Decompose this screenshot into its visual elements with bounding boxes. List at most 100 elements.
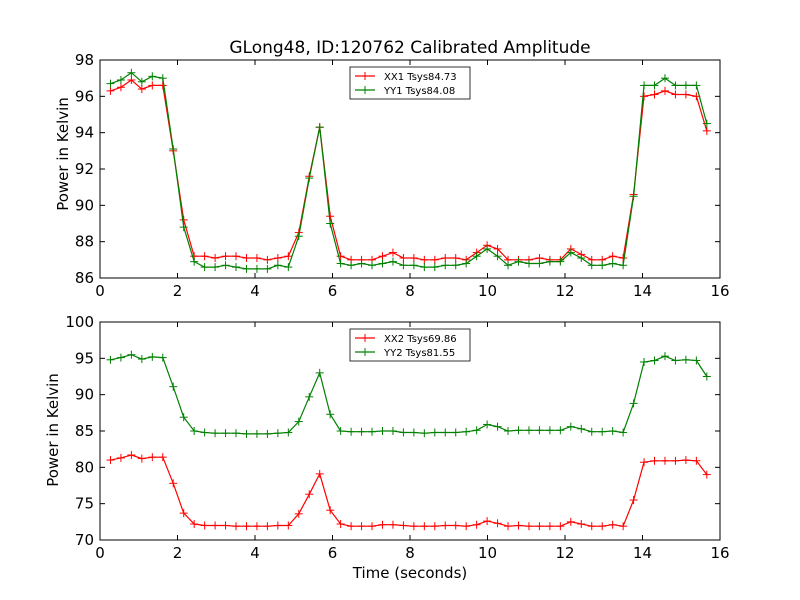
x-tick-label: 8 (405, 282, 415, 300)
data-point (619, 428, 628, 437)
data-point (556, 522, 565, 531)
data-point (587, 427, 596, 436)
data-point (671, 81, 680, 90)
data-point (619, 261, 628, 270)
data-point (305, 490, 314, 499)
data-point (451, 261, 460, 270)
data-point (179, 215, 188, 224)
data-point (326, 506, 335, 515)
data-point (232, 263, 241, 272)
data-point (336, 252, 345, 261)
y-tick-label: 88 (75, 233, 94, 251)
data-point (179, 413, 188, 422)
data-point (242, 254, 251, 263)
data-point (462, 427, 471, 436)
data-point (211, 254, 220, 263)
data-point (284, 263, 293, 272)
y-tick-label: 80 (75, 458, 94, 476)
data-point (640, 81, 649, 90)
x-tick-label: 2 (173, 544, 183, 562)
data-point (409, 522, 418, 531)
data-point (242, 264, 251, 273)
data-point (420, 429, 429, 438)
data-point (200, 252, 209, 261)
data-point (106, 355, 115, 364)
data-point (462, 259, 471, 268)
data-point (441, 428, 450, 437)
data-point (420, 255, 429, 264)
data-point (545, 426, 554, 435)
data-point (535, 259, 544, 268)
data-point (629, 399, 638, 408)
data-point (650, 356, 659, 365)
data-point (692, 81, 701, 90)
data-point (179, 223, 188, 232)
x-tick-label: 12 (555, 544, 574, 562)
data-point (556, 426, 565, 435)
legend-label: YY2 Tsys81.55 (383, 348, 455, 359)
data-point (347, 261, 356, 270)
data-point (629, 496, 638, 505)
series-line (110, 79, 708, 261)
data-point (681, 456, 690, 465)
data-point (357, 522, 366, 531)
data-point (263, 429, 272, 438)
data-point (221, 521, 230, 530)
data-point (566, 422, 575, 431)
data-point (284, 252, 293, 261)
data-point (681, 90, 690, 99)
x-tick-label: 16 (710, 282, 729, 300)
data-point (399, 261, 408, 270)
data-point (357, 427, 366, 436)
data-point (409, 261, 418, 270)
data-point (514, 257, 523, 266)
x-tick-label: 4 (250, 282, 260, 300)
data-point (462, 522, 471, 531)
data-point (660, 456, 669, 465)
data-point (242, 429, 251, 438)
x-tick-label: 2 (173, 282, 183, 300)
data-point (692, 456, 701, 465)
data-point (190, 520, 199, 529)
data-point (294, 232, 303, 241)
data-point (587, 522, 596, 531)
data-point (232, 429, 241, 438)
data-point (430, 522, 439, 531)
data-point (409, 254, 418, 263)
data-point (106, 79, 115, 88)
data-point (702, 372, 711, 381)
data-point (472, 252, 481, 261)
data-point (347, 427, 356, 436)
data-point (211, 521, 220, 530)
x-tick-label: 6 (328, 544, 338, 562)
data-point (200, 521, 209, 530)
data-point (211, 263, 220, 272)
data-point (252, 429, 261, 438)
data-point (702, 470, 711, 479)
data-point (504, 522, 513, 531)
data-point (524, 522, 533, 531)
data-point (252, 264, 261, 273)
data-point (137, 85, 146, 94)
data-point (169, 145, 178, 154)
data-point (336, 427, 345, 435)
data-point (211, 429, 220, 438)
data-point (158, 453, 167, 462)
data-point (650, 81, 659, 90)
data-point (221, 252, 230, 261)
y-tick-label: 98 (75, 51, 94, 69)
x-tick-label: 16 (710, 544, 729, 562)
data-point (336, 520, 345, 529)
data-point (472, 520, 481, 529)
data-point (483, 244, 492, 253)
x-tick-label: 12 (555, 282, 574, 300)
data-point (273, 521, 282, 530)
data-point (640, 357, 649, 366)
data-point (388, 257, 397, 266)
data-point (702, 119, 711, 128)
legend-item: YY1 Tsys84.08 (355, 86, 455, 97)
data-point (137, 77, 146, 86)
bottom-y-axis-label: Power in Kelvin (44, 373, 62, 487)
data-point (598, 522, 607, 531)
data-point (315, 368, 324, 377)
